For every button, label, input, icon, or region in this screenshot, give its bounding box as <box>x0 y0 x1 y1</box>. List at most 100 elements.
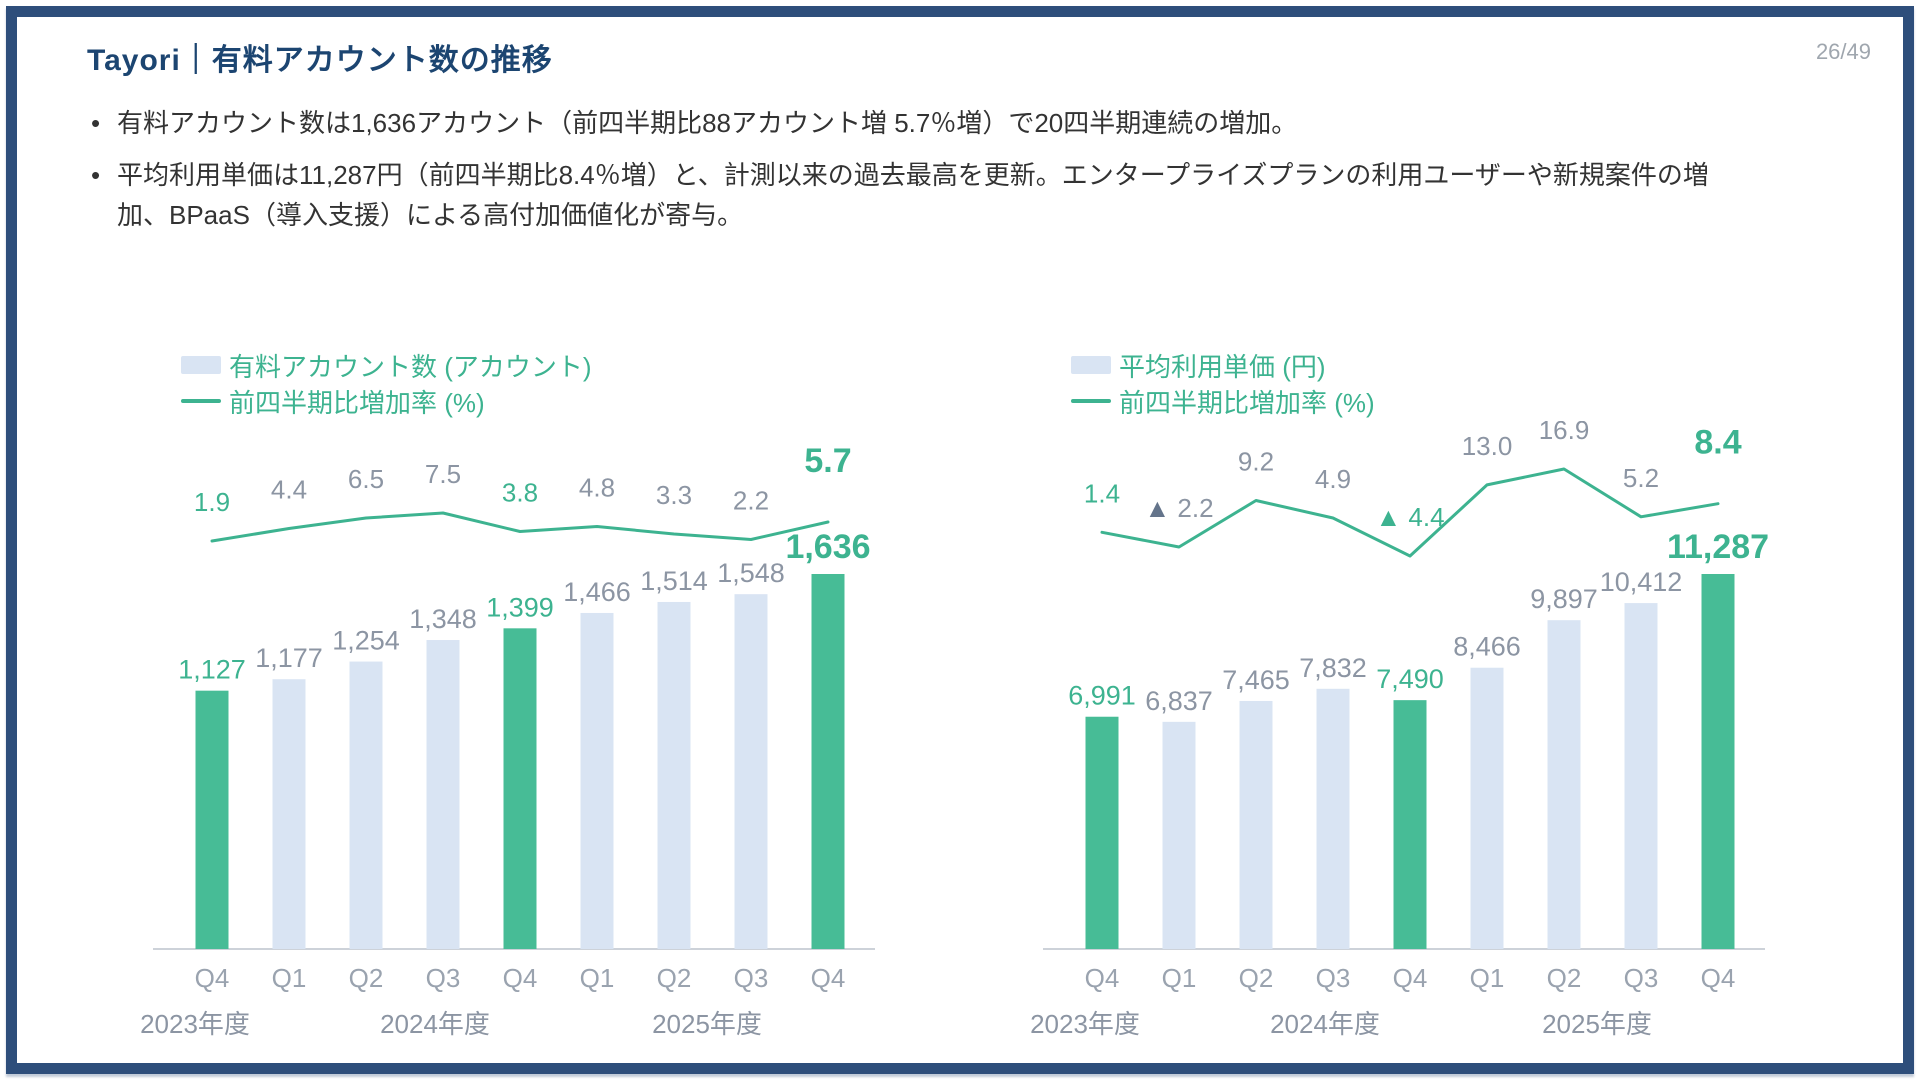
year-label: 2023年度 <box>140 1009 250 1039</box>
page-title: Tayori｜有料アカウント数の推移 <box>87 44 553 77</box>
quarter-label: Q4 <box>503 963 538 993</box>
legend-row-bar: 平均利用単価 (円) <box>1071 347 1785 383</box>
line-label: 3.3 <box>656 480 692 510</box>
legend-bar-swatch <box>181 356 221 374</box>
line-label: ▲ 2.2 <box>1144 493 1213 523</box>
bar-label: 1,254 <box>332 626 400 656</box>
bar-arpu-3 <box>1316 688 1350 949</box>
legend-paid-accounts: 有料アカウント数 (アカウント) 前四半期比増加率 (%) <box>135 347 895 421</box>
bar-label: 6,991 <box>1068 681 1136 711</box>
line-label: 4.8 <box>579 473 615 503</box>
line-label: 16.9 <box>1539 421 1590 445</box>
legend-line-swatch <box>1071 399 1111 403</box>
bar-arpu-6 <box>1547 620 1581 949</box>
bar-label: 1,399 <box>486 592 554 622</box>
growth-line <box>210 511 830 543</box>
quarter-label: Q3 <box>426 963 461 993</box>
quarter-label: Q1 <box>1162 963 1197 993</box>
line-label: 5.7 <box>804 442 851 480</box>
arpu-chart-canvas: 6,991 6,837 7,465 7,832 7,490 8,466 9,89710,41… <box>1030 421 1769 1039</box>
bar-label: 1,636 <box>785 528 870 566</box>
bar-paid-accounts-8 <box>811 574 845 949</box>
bar-arpu-1 <box>1162 721 1196 949</box>
line-label: 6.5 <box>348 464 384 494</box>
line-label: ▲ 4.4 <box>1375 502 1444 532</box>
bar-label: 1,127 <box>178 655 246 685</box>
line-label: 13.0 <box>1462 431 1513 461</box>
line-label: 8.4 <box>1694 424 1741 462</box>
chart-arpu: 平均利用単価 (円) 前四半期比増加率 (%) 6,991 6,837 7,465 7… <box>1025 347 1785 1045</box>
line-label: 5.2 <box>1623 463 1659 493</box>
quarter-label: Q3 <box>734 963 769 993</box>
bar-label: 1,548 <box>717 558 785 588</box>
quarter-label: Q3 <box>1316 963 1351 993</box>
year-label: 2024年度 <box>1270 1009 1380 1039</box>
slide-frame: 26/49 Tayori｜有料アカウント数の推移 有料アカウント数は1,636ア… <box>6 6 1914 1074</box>
quarter-label: Q1 <box>1470 963 1505 993</box>
quarter-label: Q1 <box>580 963 615 993</box>
bar-label: 8,466 <box>1453 632 1521 662</box>
bar-label: 7,490 <box>1376 664 1444 694</box>
line-label: 2.2 <box>733 486 769 516</box>
quarter-label: Q2 <box>1547 963 1582 993</box>
bar-paid-accounts-7 <box>734 594 768 949</box>
page-number: 26/49 <box>1815 39 1871 64</box>
year-label: 2023年度 <box>1030 1009 1140 1039</box>
bar-paid-accounts-5 <box>580 612 614 949</box>
quarter-label: Q3 <box>1624 963 1659 993</box>
growth-line <box>1100 467 1720 558</box>
bar-label: 7,832 <box>1299 653 1367 683</box>
legend-arpu: 平均利用単価 (円) 前四半期比増加率 (%) <box>1025 347 1785 421</box>
bar-label: 7,465 <box>1222 665 1290 695</box>
bullet-item: 平均利用単価は11,287円（前四半期比8.4％増）と、計測以来の過去最高を更新… <box>87 155 1747 235</box>
bar-paid-accounts-2 <box>349 661 383 949</box>
bar-label: 1,466 <box>563 577 631 607</box>
legend-line-swatch <box>181 399 221 403</box>
bar-label: 6,837 <box>1145 686 1213 716</box>
line-label: 4.4 <box>271 475 307 505</box>
bar-arpu-4 <box>1393 700 1427 949</box>
year-label: 2025年度 <box>1542 1009 1652 1039</box>
legend-bar-label: 平均利用単価 (円) <box>1119 351 1326 382</box>
bar-paid-accounts-0 <box>195 690 229 949</box>
line-label: 3.8 <box>502 478 538 508</box>
year-label: 2025年度 <box>652 1009 762 1039</box>
bar-paid-accounts-1 <box>272 679 306 949</box>
legend-line-label: 前四半期比増加率 (%) <box>229 387 485 418</box>
paid-accounts-chart-canvas: 1,127 1,177 1,254 1,348 1,399 1,466 1,514 1,548… <box>140 442 875 1039</box>
quarter-label: Q2 <box>349 963 384 993</box>
bar-arpu-5 <box>1470 667 1504 949</box>
legend-row-bar: 有料アカウント数 (アカウント) <box>181 347 895 383</box>
legend-line-label: 前四半期比増加率 (%) <box>1119 387 1375 418</box>
quarter-label: Q2 <box>657 963 692 993</box>
line-label: 4.9 <box>1315 464 1351 494</box>
bar-label: 1,514 <box>640 566 708 596</box>
bar-arpu-8 <box>1701 574 1735 949</box>
bar-label: 10,412 <box>1600 567 1683 597</box>
quarter-label: Q1 <box>272 963 307 993</box>
year-label: 2024年度 <box>380 1009 490 1039</box>
legend-row-line: 前四半期比増加率 (%) <box>1071 383 1785 419</box>
bullet-list: 有料アカウント数は1,636アカウント（前四半期比88アカウント増 5.7％増）… <box>87 103 1747 247</box>
quarter-label: Q4 <box>1701 963 1736 993</box>
bar-paid-accounts-6 <box>657 601 691 949</box>
bullet-item: 有料アカウント数は1,636アカウント（前四半期比88アカウント増 5.7％増）… <box>87 103 1747 143</box>
quarter-label: Q4 <box>811 963 846 993</box>
bar-paid-accounts-3 <box>426 640 460 949</box>
bar-label: 1,348 <box>409 604 477 634</box>
quarter-label: Q4 <box>1085 963 1120 993</box>
bar-label: 11,287 <box>1667 528 1769 566</box>
quarter-label: Q4 <box>1393 963 1428 993</box>
bar-label: 9,897 <box>1530 584 1598 614</box>
line-label: 1.4 <box>1084 478 1120 508</box>
line-label: 9.2 <box>1238 446 1274 476</box>
quarter-label: Q4 <box>195 963 230 993</box>
bar-arpu-7 <box>1624 603 1658 949</box>
bar-arpu-2 <box>1239 700 1273 949</box>
line-label: 7.5 <box>425 459 461 489</box>
bar-arpu-0 <box>1085 716 1119 949</box>
legend-row-line: 前四半期比増加率 (%) <box>181 383 895 419</box>
bar-paid-accounts-4 <box>503 628 537 949</box>
chart-paid-accounts: 有料アカウント数 (アカウント) 前四半期比増加率 (%) 1,127 1,177… <box>135 347 895 1045</box>
quarter-label: Q2 <box>1239 963 1274 993</box>
